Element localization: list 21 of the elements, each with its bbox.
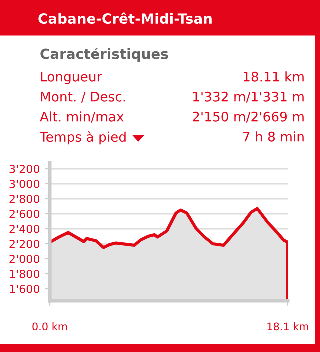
x-tick-label: 0.0 km <box>32 322 68 331</box>
y-tick-label: 3'200 <box>10 164 40 174</box>
y-tick-label: 2'400 <box>10 224 40 234</box>
text: Mont. / Desc. <box>41 92 126 103</box>
y-tick-label: 2'800 <box>10 194 40 204</box>
y-tick-label: 3'000 <box>10 180 40 188</box>
y-tick-label: 1'600 <box>10 284 40 294</box>
x-tick-label: 18.1 km <box>268 322 308 331</box>
text: 2'150 m/2'669 m <box>193 112 304 123</box>
y-tick-label: 2'200 <box>10 240 40 248</box>
text: Caractéristiques <box>40 48 168 62</box>
text: Longueur <box>41 72 102 84</box>
text: Alt. min/max <box>40 112 124 123</box>
y-tick-label: 2'600 <box>10 210 40 218</box>
text: 7 h 8 min <box>243 132 304 142</box>
y-tick-label: 2'000 <box>10 254 40 264</box>
y-tick-label: 1'800 <box>10 270 40 278</box>
text: 18.11 km <box>244 72 304 82</box>
text: 1'332 m/1'331 m <box>194 92 304 103</box>
text: Cabane-Crêt-Midi-Tsan <box>38 12 212 24</box>
text: Temps à pied <box>40 131 126 145</box>
